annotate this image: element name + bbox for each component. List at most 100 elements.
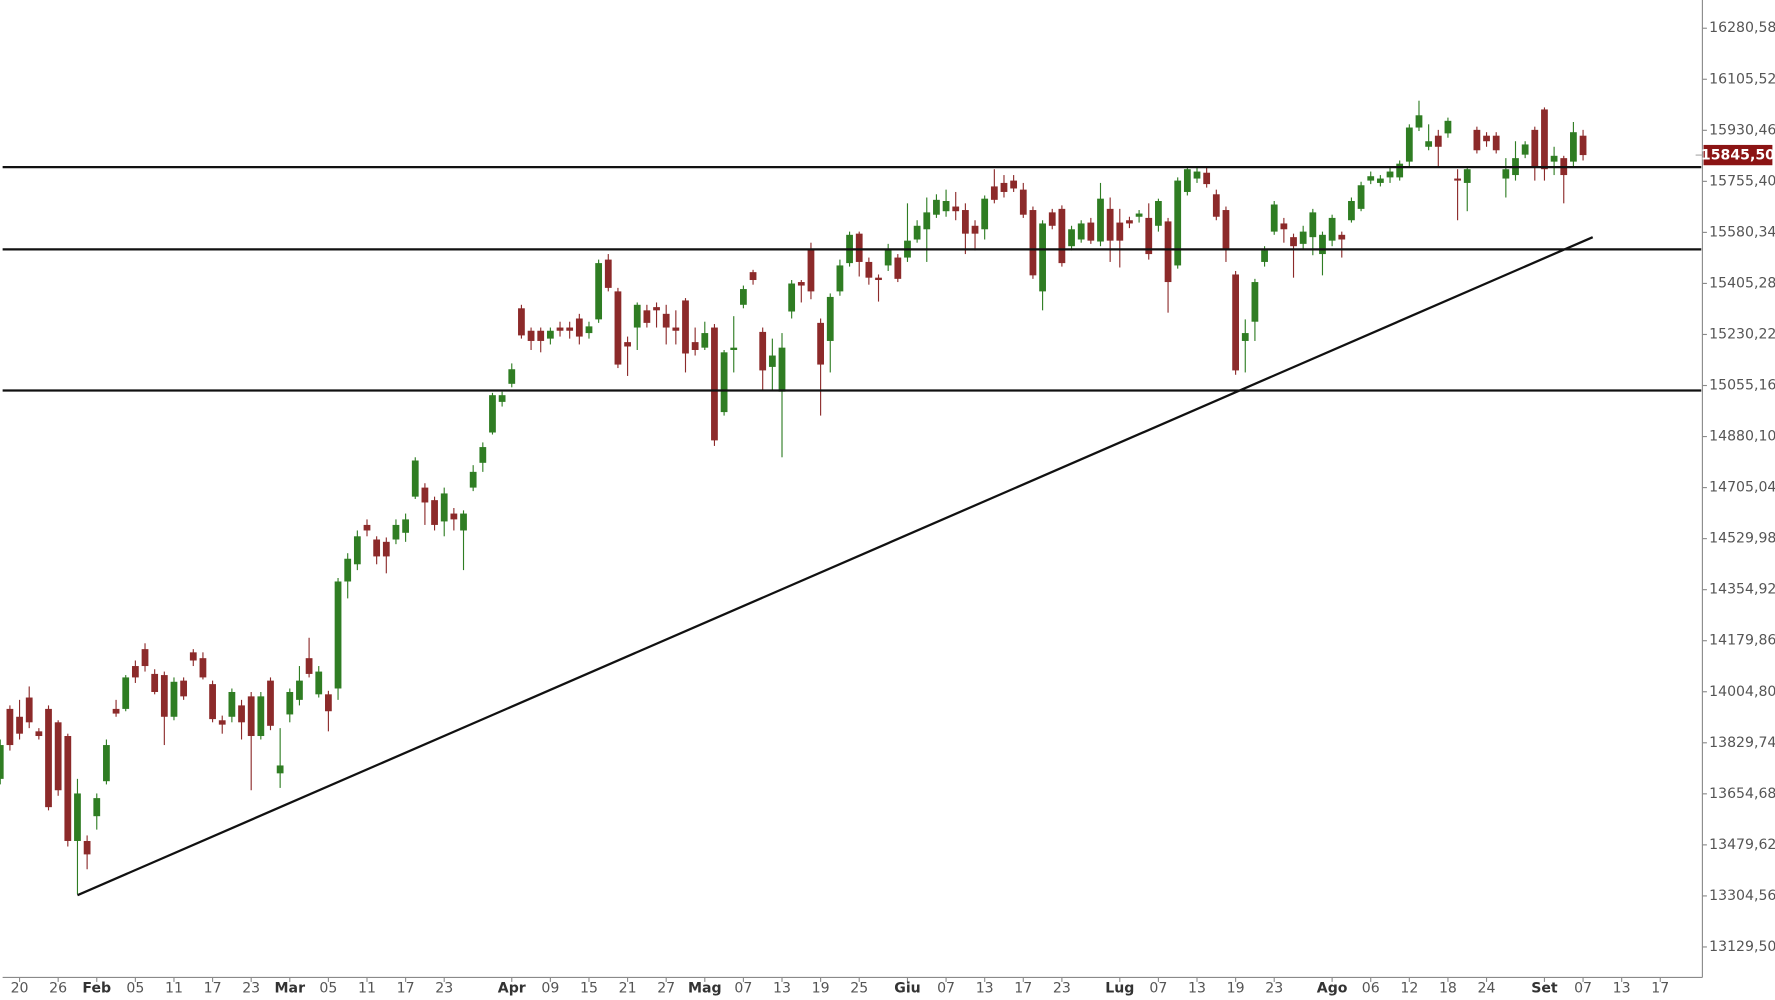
candle-body: [1579, 135, 1587, 156]
x-tick-label: Apr: [498, 981, 526, 997]
candle-body: [1483, 135, 1490, 142]
y-tick-label: 15755,40: [1709, 173, 1775, 189]
x-tick-label: 17: [397, 981, 415, 997]
candle-body: [74, 793, 81, 841]
candle-body: [1434, 135, 1442, 147]
candle-body: [981, 198, 989, 230]
candle-body: [1145, 217, 1153, 255]
candle-body: [952, 206, 960, 212]
candle-body: [498, 395, 506, 402]
candle-body: [131, 666, 139, 678]
candle-body: [990, 186, 998, 200]
candle-body: [768, 355, 776, 367]
x-tick-label: Lug: [1105, 981, 1134, 997]
candle-body: [537, 330, 545, 341]
candle-body: [643, 310, 651, 323]
candle-body: [817, 322, 824, 365]
candle-body: [16, 716, 23, 734]
candle-body: [518, 308, 525, 336]
candle-body: [1241, 333, 1249, 341]
candle-body: [836, 265, 844, 292]
candle-body: [1077, 223, 1085, 240]
x-tick-label: Set: [1531, 981, 1558, 997]
x-tick-label: 13: [773, 981, 791, 997]
candle-body: [431, 500, 438, 525]
candle-body: [160, 675, 168, 717]
candle-body: [112, 708, 120, 714]
y-tick-label: 16105,52: [1709, 71, 1775, 87]
candle-body: [1405, 127, 1413, 162]
candle-body: [778, 347, 786, 392]
candle-body: [865, 261, 873, 278]
y-tick-label: 14529,98: [1709, 531, 1775, 547]
candle-body: [344, 558, 352, 582]
candle-body: [1232, 274, 1239, 371]
candle-body: [45, 708, 52, 808]
candle-body: [189, 652, 197, 661]
candle-body: [1521, 144, 1529, 155]
x-tick-label: 19: [1227, 981, 1245, 997]
y-tick-label: 15930,46: [1709, 122, 1775, 138]
candle-body: [1550, 155, 1558, 162]
candle-body: [1396, 163, 1404, 178]
candle-body: [556, 327, 564, 331]
candle-body: [633, 304, 641, 328]
candle-body: [1541, 109, 1548, 170]
x-tick-label: 18: [1439, 981, 1457, 997]
last-price-label: 15845,50: [1701, 148, 1775, 164]
candle-body: [884, 248, 892, 266]
x-tick-label: 17: [1651, 981, 1669, 997]
candle-body: [1212, 194, 1220, 217]
candle-body: [93, 798, 101, 817]
candle-body: [1454, 178, 1461, 181]
y-tick-label: 14354,92: [1709, 582, 1775, 598]
candle-body: [286, 691, 294, 715]
candle-body: [1029, 210, 1037, 276]
candle-body: [585, 326, 593, 334]
candle-body: [238, 705, 245, 723]
x-tick-label: 21: [619, 981, 637, 997]
candle-body: [1068, 229, 1075, 247]
x-tick-label: 23: [1053, 981, 1071, 997]
candle-body: [1463, 169, 1471, 183]
y-tick-label: 15055,16: [1709, 378, 1775, 394]
candle-body: [942, 201, 950, 212]
candle-body: [923, 212, 931, 230]
last-price-tag: [1703, 144, 1773, 166]
candle-body: [54, 722, 62, 791]
x-tick-label: 17: [204, 981, 222, 997]
x-tick-label: 07: [937, 981, 955, 997]
candle-body: [35, 731, 43, 737]
y-tick-label: 13129,50: [1709, 939, 1775, 955]
candle-body: [1183, 169, 1191, 192]
x-tick-label: 12: [1400, 981, 1418, 997]
candle-body: [382, 541, 390, 557]
candle-body: [373, 539, 381, 557]
candle-body: [1000, 182, 1008, 192]
candle-body: [460, 513, 467, 531]
candle-body: [1174, 180, 1182, 266]
y-tick-label: 16280,58: [1709, 20, 1775, 36]
candle-body: [913, 225, 921, 240]
candle-body: [402, 519, 409, 533]
x-tick-label: 24: [1478, 981, 1496, 997]
candle-body: [614, 291, 622, 365]
candle-body: [267, 680, 274, 726]
candle-body: [807, 249, 815, 292]
candle-body: [6, 708, 14, 746]
y-tick-label: 13304,56: [1709, 888, 1775, 904]
candle-body: [1299, 231, 1307, 244]
y-tick-label: 14004,80: [1709, 684, 1775, 700]
candle-body: [1261, 250, 1268, 262]
candle-body: [1222, 210, 1230, 249]
candle-body: [170, 681, 178, 717]
candle-body: [1058, 208, 1066, 264]
candle-body: [701, 333, 709, 348]
candle-body: [1116, 222, 1124, 241]
candle-body: [1473, 129, 1481, 151]
x-tick-label: 23: [242, 981, 260, 997]
candle-body: [1386, 171, 1394, 178]
candle-body: [1019, 189, 1027, 215]
candle-body: [1010, 180, 1018, 189]
